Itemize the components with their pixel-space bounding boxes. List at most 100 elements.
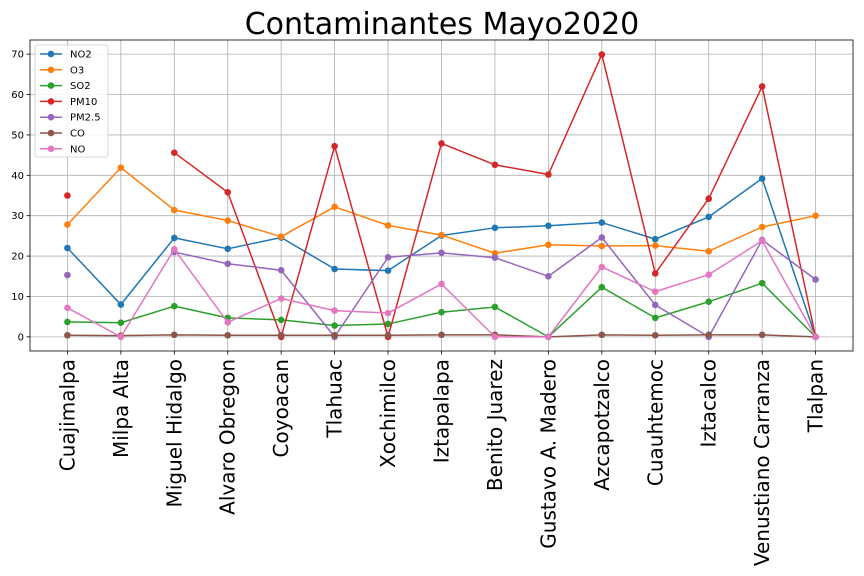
data-point	[651, 235, 659, 243]
data-point	[384, 222, 392, 229]
data-point	[598, 51, 606, 58]
legend-marker	[47, 113, 55, 121]
data-point	[438, 331, 445, 339]
x-tick-label: Xochimilco	[376, 359, 400, 468]
data-point	[331, 265, 338, 273]
data-point	[758, 223, 766, 231]
data-point	[758, 331, 766, 339]
data-point	[705, 298, 713, 306]
x-tick-label: Miguel Hidalgo	[162, 359, 186, 507]
legend-entry: O3	[40, 65, 84, 76]
legend-marker	[47, 82, 55, 89]
legend-label: NO	[70, 144, 85, 155]
data-point	[170, 149, 178, 156]
data-point	[705, 331, 713, 339]
plot-lines	[64, 51, 819, 341]
y-tick-label: 0	[18, 332, 24, 343]
data-point	[64, 221, 71, 228]
data-point	[64, 244, 71, 252]
data-point	[491, 303, 499, 311]
data-point	[384, 309, 392, 317]
data-point	[705, 213, 713, 221]
series-no	[64, 237, 819, 341]
data-point	[384, 267, 392, 274]
data-point	[705, 271, 713, 278]
x-tick-label: Tlalpan	[804, 359, 828, 433]
data-point	[545, 222, 552, 230]
x-tick-label: Benito Juarez	[483, 359, 507, 491]
data-point	[117, 301, 125, 308]
data-point	[651, 301, 659, 309]
y-tick-label: 40	[11, 171, 24, 182]
data-point	[224, 319, 232, 326]
x-tick-label: Cuajimalpa	[55, 359, 79, 471]
data-point	[277, 331, 285, 339]
data-point	[758, 83, 766, 90]
data-point	[224, 260, 232, 268]
data-point	[545, 241, 552, 249]
data-point	[545, 171, 552, 178]
data-point	[651, 331, 659, 339]
data-point	[598, 263, 606, 271]
data-point	[224, 188, 232, 196]
data-point	[438, 249, 445, 257]
data-point	[598, 331, 606, 339]
data-point	[64, 192, 71, 199]
data-point	[438, 231, 445, 239]
legend-entry: NO2	[40, 50, 92, 61]
data-point	[64, 304, 71, 312]
data-point	[705, 195, 713, 203]
data-point	[651, 242, 659, 249]
data-point	[331, 307, 338, 314]
data-point	[705, 247, 713, 255]
data-point	[224, 331, 232, 339]
data-point	[170, 302, 178, 310]
x-tick-label: Azcapotzalco	[590, 359, 614, 491]
y-tick-label: 50	[11, 130, 24, 141]
legend-marker	[47, 145, 55, 153]
data-point	[117, 333, 125, 341]
legend-entry: CO	[40, 129, 85, 140]
data-point	[64, 331, 71, 339]
data-point	[491, 333, 499, 341]
data-point	[117, 319, 125, 327]
x-tick-label: Alvaro Obregon	[216, 359, 240, 515]
data-point	[384, 320, 392, 328]
data-point	[812, 276, 819, 283]
x-tick-label: Iztacalco	[697, 359, 721, 448]
data-point	[812, 333, 819, 341]
data-point	[170, 331, 178, 339]
data-point	[438, 140, 445, 147]
data-point	[277, 295, 285, 302]
data-point	[277, 233, 285, 240]
legend-entry: SO2	[40, 81, 91, 92]
legend-marker	[47, 66, 55, 74]
x-tick-label: Gustavo A. Madero	[536, 359, 560, 549]
data-point	[598, 242, 606, 250]
legend-label: NO2	[70, 50, 92, 61]
legend-entry: PM2.5	[40, 113, 101, 124]
legend-label: O3	[70, 65, 84, 76]
data-point	[117, 164, 125, 171]
data-point	[812, 212, 819, 219]
legend-entry: NO	[40, 144, 85, 155]
legend-label: PM2.5	[70, 113, 101, 124]
data-point	[384, 331, 392, 339]
x-tick-label: Cuauhtemoc	[643, 359, 667, 486]
data-point	[758, 279, 766, 287]
data-point	[64, 271, 71, 279]
data-point	[758, 175, 766, 182]
legend-label: CO	[70, 129, 85, 140]
data-point	[170, 245, 178, 253]
x-tick-label: Venustiano Carranza	[750, 359, 774, 566]
x-tick-label: Coyoacan	[269, 359, 293, 457]
legend-box	[34, 44, 109, 158]
x-tick-label: Milpa Alta	[109, 359, 133, 458]
data-point	[170, 206, 178, 214]
data-point	[384, 253, 392, 261]
data-point	[491, 224, 499, 232]
data-point	[277, 266, 285, 274]
data-point	[438, 280, 445, 288]
plot-frame	[29, 39, 854, 352]
